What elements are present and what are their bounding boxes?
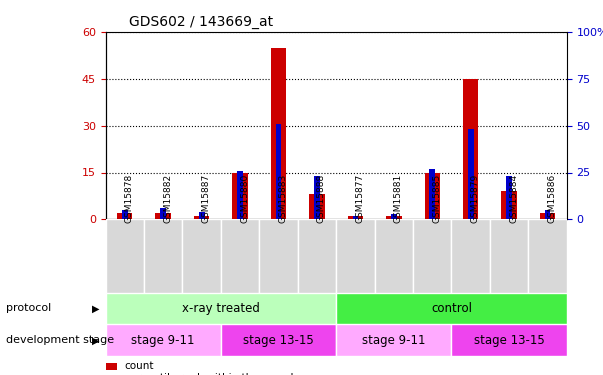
Bar [545,210,551,219]
Bar [160,208,166,219]
Bar [386,216,402,219]
Text: stage 9-11: stage 9-11 [362,334,426,347]
Bar [117,213,133,219]
Text: GSM15885: GSM15885 [432,174,441,223]
Text: GSM15877: GSM15877 [355,174,364,223]
Bar [413,219,452,292]
Text: GSM15881: GSM15881 [394,174,403,223]
Text: x-ray treated: x-ray treated [182,302,260,315]
Bar [507,176,512,219]
Bar [199,212,204,219]
Text: ▶: ▶ [92,303,99,313]
Text: GSM15884: GSM15884 [509,174,518,223]
Bar [276,124,282,219]
Bar [336,324,452,356]
Bar [391,214,397,219]
Bar [182,219,221,292]
Bar [336,219,374,292]
Bar [309,194,324,219]
Bar [540,213,555,219]
Text: GSM15879: GSM15879 [471,174,480,223]
Text: GSM15886: GSM15886 [548,174,557,223]
Text: development stage: development stage [6,335,114,345]
Bar [106,363,117,370]
Text: GSM15888: GSM15888 [317,174,326,223]
Bar [314,176,320,219]
Bar [374,219,413,292]
Bar [237,171,243,219]
Text: stage 13-15: stage 13-15 [243,334,314,347]
Text: ▶: ▶ [92,335,99,345]
Bar [271,48,286,219]
Text: stage 13-15: stage 13-15 [474,334,545,347]
Text: GDS602 / 143669_at: GDS602 / 143669_at [128,15,273,30]
Bar [502,191,517,219]
Text: percentile rank within the sample: percentile rank within the sample [124,373,300,375]
Bar [156,213,171,219]
Bar [259,219,298,292]
Bar [336,292,567,324]
Bar [353,216,358,219]
Text: protocol: protocol [6,303,51,313]
Text: GSM15887: GSM15887 [201,174,210,223]
Bar [348,216,363,219]
Text: control: control [431,302,472,315]
Bar [106,219,144,292]
Bar [452,324,567,356]
Text: GSM15883: GSM15883 [279,174,288,223]
Bar [106,292,336,324]
Bar [144,219,182,292]
Bar [221,219,259,292]
Bar [221,324,336,356]
Text: count: count [124,361,154,370]
Bar [122,210,128,219]
Bar [106,324,221,356]
Bar [429,169,435,219]
Bar [194,216,209,219]
Bar [468,129,473,219]
Text: GSM15880: GSM15880 [240,174,249,223]
Bar [452,219,490,292]
Text: GSM15882: GSM15882 [163,174,172,223]
Bar [463,79,478,219]
Bar [425,172,440,219]
Text: GSM15878: GSM15878 [125,174,134,223]
Bar [528,219,567,292]
Text: stage 9-11: stage 9-11 [131,334,195,347]
Bar [232,172,248,219]
Bar [298,219,336,292]
Bar [490,219,528,292]
